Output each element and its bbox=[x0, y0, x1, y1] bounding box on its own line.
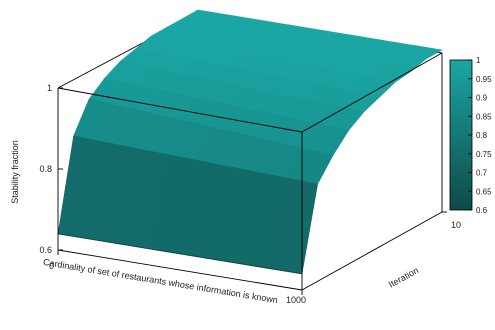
z-tick-label: 0.6 bbox=[39, 245, 52, 255]
colorbar-tick-label: 0.95 bbox=[476, 75, 492, 84]
x-tick-label-0: 0 bbox=[49, 261, 54, 271]
y-tick-label-10: 10 bbox=[451, 220, 461, 230]
stability-surface bbox=[57, 9, 443, 275]
colorbar-tick-label: 0.7 bbox=[476, 169, 488, 178]
colorbar-tick-label: 0.85 bbox=[476, 112, 492, 121]
colorbar-ticks: 1 0.95 0.9 0.85 0.8 0.75 0.7 0.65 0.6 bbox=[468, 56, 492, 215]
colorbar-tick-label: 0.65 bbox=[476, 187, 492, 196]
z-tick-label: 0.8 bbox=[39, 164, 52, 174]
colorbar: 1 0.95 0.9 0.85 0.8 0.75 0.7 0.65 0.6 bbox=[449, 56, 492, 215]
colorbar-tick-label: 0.8 bbox=[476, 131, 488, 140]
x-axis-ticks: 0 1000 bbox=[49, 250, 306, 305]
surface-front-edge bbox=[57, 233, 303, 275]
colorbar-tick-label: 0.75 bbox=[476, 150, 492, 159]
colorbar-tick-label: 0.6 bbox=[476, 206, 488, 215]
z-axis-ticks: 0.6 0.8 1 bbox=[39, 83, 63, 255]
y-axis-title: Iteration bbox=[387, 265, 420, 290]
x-tick-label-1000: 1000 bbox=[286, 295, 306, 305]
z-tick-label: 1 bbox=[47, 83, 52, 93]
colorbar-tick-label: 0.9 bbox=[476, 94, 488, 103]
colorbar-tick-label: 1 bbox=[476, 56, 481, 65]
plot-box-front bbox=[57, 52, 443, 291]
y-axis-ticks: 10 bbox=[442, 211, 461, 230]
z-axis-title: Stability fraction bbox=[10, 140, 20, 204]
